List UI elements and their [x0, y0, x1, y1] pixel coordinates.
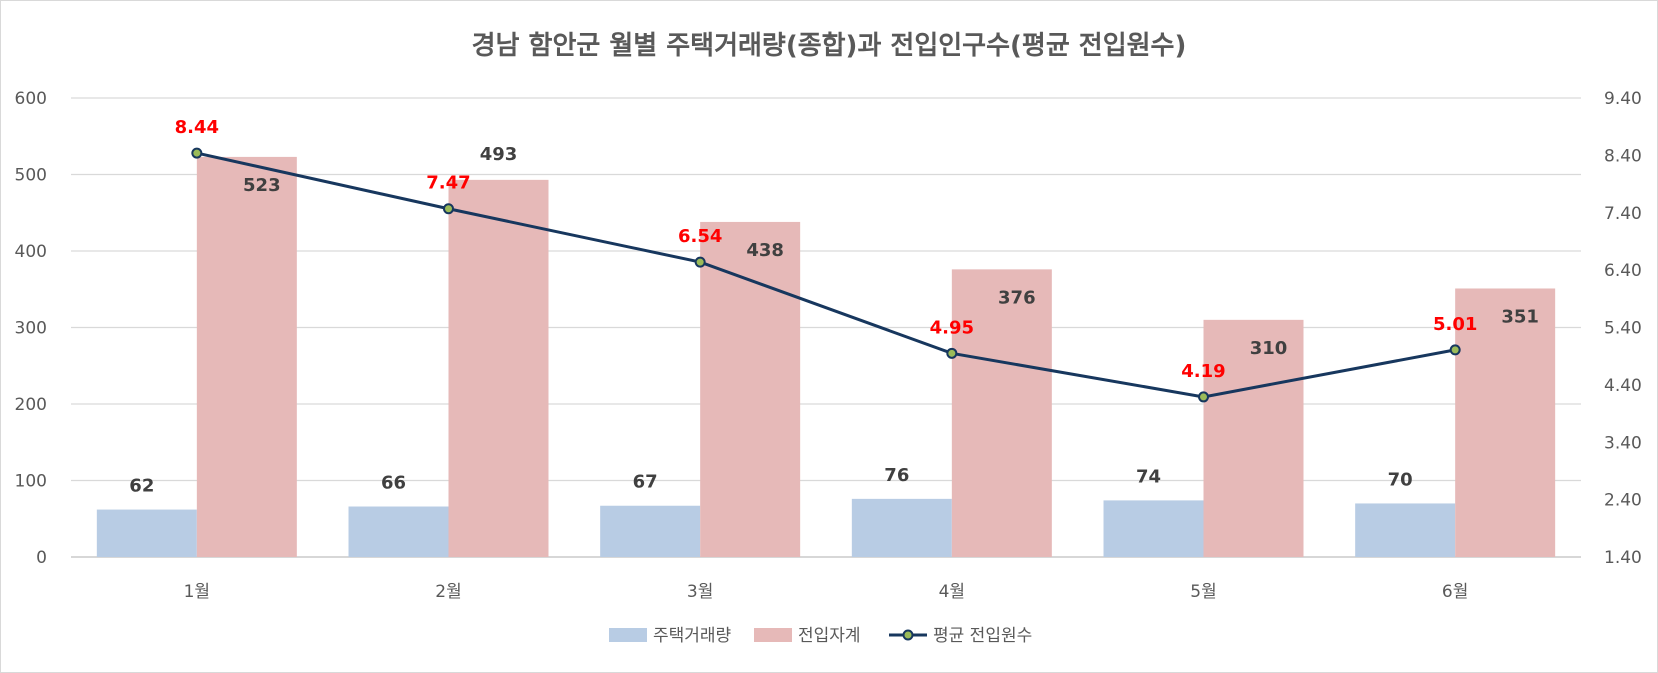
line-data-label: 5.01 — [1433, 314, 1477, 335]
y-right-tick-label: 1.40 — [1604, 548, 1642, 568]
bar-housing-trades — [1355, 503, 1456, 557]
bar-data-label: 438 — [746, 240, 784, 261]
bar-data-label: 310 — [1250, 338, 1288, 359]
x-tick-label: 6월 — [1442, 582, 1468, 602]
bar-data-label: 351 — [1501, 306, 1539, 327]
line-point — [694, 256, 706, 268]
x-tick-label: 3월 — [687, 582, 713, 602]
legend-swatch — [754, 628, 792, 642]
legend-label: 주택거래량 — [653, 626, 732, 646]
x-tick-label: 2월 — [435, 582, 461, 602]
bars — [96, 156, 1556, 558]
line-point — [946, 347, 958, 359]
y-right-tick-label: 8.40 — [1604, 146, 1642, 166]
y-left-tick-label: 100 — [15, 472, 47, 492]
legend: 주택거래량 전입자계 평균 전입원수 — [609, 626, 1032, 646]
bar-movers-in — [700, 221, 801, 557]
line-point — [191, 147, 203, 159]
y-right-tick-label: 4.40 — [1604, 376, 1642, 396]
y-left-tick-label: 600 — [15, 89, 47, 109]
y-left-tick-label: 500 — [15, 166, 47, 186]
line-data-label: 4.19 — [1181, 361, 1225, 382]
bar-housing-trades — [600, 505, 701, 557]
bar-movers-in — [1455, 288, 1556, 557]
line-data-label: 7.47 — [426, 173, 470, 194]
y-right-tick-label: 9.40 — [1604, 89, 1642, 109]
y-right-tick-label: 2.40 — [1604, 491, 1642, 511]
bar-data-label: 376 — [998, 287, 1036, 308]
legend-label: 평균 전입원수 — [933, 626, 1032, 646]
y-right-tick-label: 7.40 — [1604, 204, 1642, 224]
y-right-tick-label: 5.40 — [1604, 319, 1642, 339]
line-series — [191, 147, 1461, 403]
x-tick-label: 4월 — [939, 582, 965, 602]
bar-housing-trades — [348, 506, 449, 557]
bar-data-label: 523 — [243, 175, 281, 196]
bar-housing-trades — [96, 509, 197, 557]
bar-data-label: 74 — [1136, 466, 1161, 487]
y-left-tick-label: 200 — [15, 395, 47, 415]
y-right-tick-label: 6.40 — [1604, 261, 1642, 281]
legend-label: 전입자계 — [798, 626, 861, 646]
bar-data-label: 62 — [129, 476, 154, 497]
line-point — [1449, 344, 1461, 356]
bar-movers-in — [951, 269, 1052, 557]
avg-movers-line — [196, 151, 1456, 399]
gridlines — [71, 97, 1581, 558]
x-tick-label: 1월 — [184, 582, 210, 602]
y-left-tick-label: 0 — [36, 548, 47, 568]
bar-data-label: 66 — [381, 473, 406, 494]
y-axis-left: 0 100 200 300 400 500 600 — [15, 89, 47, 568]
bar-housing-trades — [1103, 500, 1204, 557]
bar-data-label: 70 — [1388, 469, 1413, 490]
line-data-label: 8.44 — [175, 117, 219, 138]
legend-marker — [902, 629, 914, 641]
bar-housing-trades — [851, 498, 952, 557]
bar-data-label: 493 — [480, 144, 518, 165]
y-axis-right: 1.40 2.40 3.40 4.40 5.40 6.40 7.40 8.40 9.40 — [1604, 89, 1642, 568]
y-left-tick-label: 400 — [15, 242, 47, 262]
legend-swatch — [609, 628, 647, 642]
y-left-tick-label: 300 — [15, 319, 47, 339]
line-point — [1198, 391, 1209, 403]
y-right-tick-label: 3.40 — [1604, 433, 1642, 453]
line-point — [443, 203, 454, 215]
bar-data-label: 67 — [633, 472, 658, 493]
bar-movers-in — [1203, 319, 1304, 557]
bar-movers-in — [196, 156, 297, 557]
chart-title: 경남 함안군 월별 주택거래량(종합)과 전입인구수(평균 전입원수) — [472, 31, 1187, 61]
data-labels: 62 66 67 76 74 70 523 493 438 376 310 351 8.44 7.47 6.… — [129, 117, 1539, 496]
x-tick-label: 5월 — [1190, 582, 1216, 602]
bar-data-label: 76 — [884, 465, 909, 486]
line-data-label: 4.95 — [930, 317, 974, 338]
line-data-label: 6.54 — [678, 226, 722, 247]
x-axis: 1월 2월 3월 4월 5월 6월 — [184, 582, 1469, 602]
bar-movers-in — [448, 179, 549, 558]
